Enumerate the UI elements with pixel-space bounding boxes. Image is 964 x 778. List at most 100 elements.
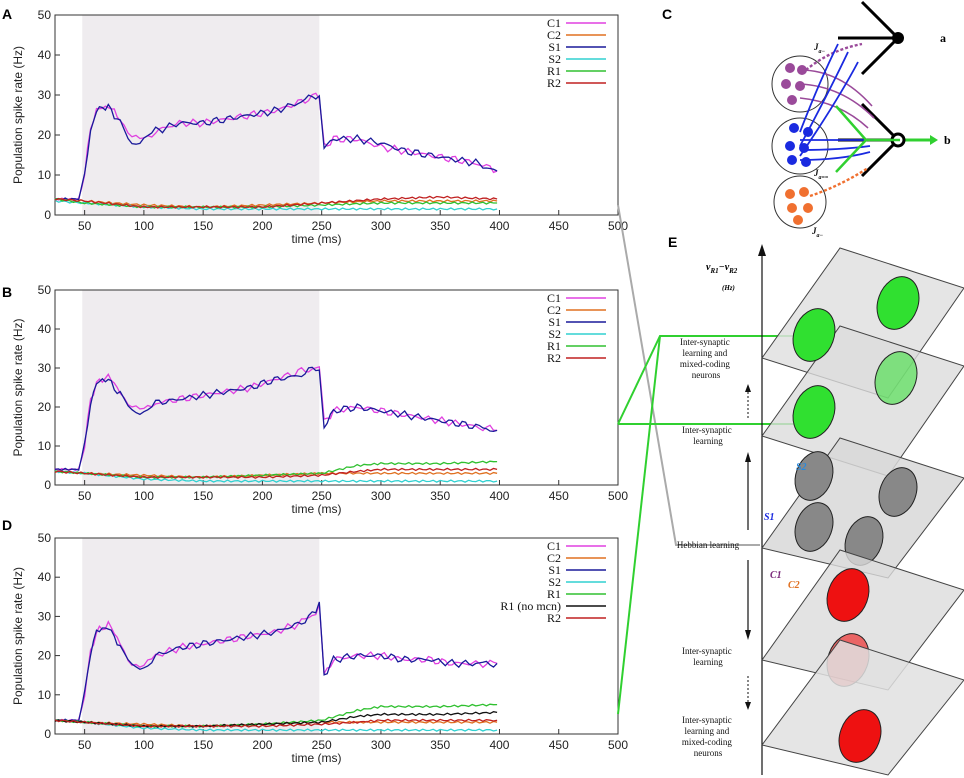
neuron-purple (785, 63, 795, 73)
dotted-arrow-down-head (745, 702, 751, 710)
label-b: b (944, 133, 951, 147)
planes-diagram: vR1−vR2 (Hz) S2 S1 C1 C2 Inter-synaptic … (677, 244, 964, 776)
series-line-s1 (54, 366, 498, 472)
legend-label-r2: R2 (547, 611, 561, 625)
legend-label-r2: R2 (547, 351, 561, 365)
x-axis-label: time (ms) (292, 232, 342, 246)
ellipse-gray (794, 451, 834, 501)
population-purple (771, 55, 829, 113)
vertical-axis-arrow (758, 244, 766, 256)
series-line-r1-no-mcn (54, 711, 498, 728)
y-tick-label: 0 (44, 478, 51, 492)
dendrite-a2 (860, 0, 900, 40)
x-tick-label: 50 (78, 738, 92, 752)
x-tick-label: 300 (371, 738, 391, 752)
x-tick-label: 500 (608, 219, 628, 233)
legend-label-c2: C2 (547, 28, 561, 42)
arrow-down-head (745, 630, 751, 640)
x-tick-label: 200 (252, 489, 272, 503)
plot-frame (54, 14, 619, 216)
j-label-3: Ja− (811, 226, 824, 239)
y-tick-label: 50 (38, 8, 52, 22)
legend-label-s2: S2 (548, 575, 561, 589)
neuron-orange (785, 189, 795, 199)
blue-projection (799, 43, 839, 133)
label-hebbian: Hebbian learning (677, 540, 740, 550)
x-tick-label: 250 (312, 489, 332, 503)
neuron-orange (793, 215, 803, 225)
legend-label-r2: R2 (547, 76, 561, 90)
axis-unit: (Hz) (722, 284, 735, 292)
dotted-arrow-up-head (745, 384, 751, 392)
y-tick-label: 10 (38, 168, 52, 182)
series-line-s1 (54, 601, 498, 722)
neuron-blue (801, 157, 811, 167)
x-tick-label: 500 (608, 738, 628, 752)
panel-letter-a: A (2, 6, 12, 22)
y-tick-label: 30 (38, 609, 52, 623)
y-tick-label: 10 (38, 439, 52, 453)
arrow-up-head (745, 452, 751, 462)
legend-label-c1: C1 (547, 16, 561, 30)
y-tick-label: 30 (38, 88, 52, 102)
axis-label: vR1−vR2 (706, 262, 738, 275)
y-tick-label: 50 (38, 283, 52, 297)
arrowhead-b (930, 135, 938, 145)
ellipse-green-faded (874, 351, 918, 405)
panel-letter-d: D (2, 517, 12, 533)
x-tick-label: 400 (489, 738, 509, 752)
x-tick-label: 400 (489, 219, 509, 233)
legend-label-r1: R1 (547, 339, 561, 353)
label-a: a (940, 31, 946, 45)
panel-letter-e: E (668, 234, 677, 250)
x-tick-label: 200 (252, 219, 272, 233)
ellipse-green (876, 276, 920, 330)
neuron-blue (785, 141, 795, 151)
blue-projection (799, 61, 859, 157)
network-diagram: a b (771, 0, 951, 239)
ellipse-green (792, 385, 836, 439)
label-inter-bottom: Inter-synaptic learning (682, 646, 734, 667)
y-axis-label: Population spike rate (Hz) (11, 567, 25, 705)
neuron-purple (787, 95, 797, 105)
population-orange (773, 175, 827, 229)
x-axis-label: time (ms) (292, 751, 342, 765)
x-tick-label: 150 (193, 489, 213, 503)
plane-label-c2: C2 (788, 580, 800, 591)
y-tick-label: 0 (44, 208, 51, 222)
x-tick-label: 300 (371, 489, 391, 503)
y-tick-label: 20 (38, 128, 52, 142)
neuron-blue (787, 155, 797, 165)
neuron-orange (799, 187, 809, 197)
purple-projection (799, 83, 875, 119)
neuron-purple (781, 79, 791, 89)
chart-panel-a: 0 10 20 30 40 50 50 100 150 200 250 300 350 400 450 500… (11, 8, 628, 246)
ellipse-red (838, 709, 882, 763)
legend-label-r1-no-mcn: R1 (no mcn) (500, 599, 561, 613)
legend-label-c1: C1 (547, 539, 561, 553)
neuron-blue (799, 143, 809, 153)
stimulus-shade (82, 15, 320, 215)
panel-letter-c: C (662, 6, 672, 22)
x-axis-label: time (ms) (292, 502, 342, 516)
legend-label-c1: C1 (547, 291, 561, 305)
connector-line-green-bottom (617, 335, 661, 715)
ellipse-gray (794, 502, 834, 552)
y-tick-label: 40 (38, 48, 52, 62)
stimulus-shade (82, 538, 320, 734)
plane-label-c1: C1 (770, 570, 782, 581)
neuron-purple (795, 81, 805, 91)
legend-label-s1: S1 (548, 315, 561, 329)
series-line-c1 (54, 92, 498, 201)
series-line-r2 (54, 467, 498, 479)
legend-label-c2: C2 (547, 551, 561, 565)
legend-label-r1: R1 (547, 587, 561, 601)
plot-frame (54, 537, 619, 735)
legend-label-r1: R1 (547, 64, 561, 78)
dendrite-b2 (860, 102, 900, 142)
x-tick-label: 250 (312, 219, 332, 233)
chart-panel-b: 0 10 20 30 40 50 50 100 150 200 250 300 350 400 450 500… (11, 283, 628, 516)
x-tick-label: 400 (489, 489, 509, 503)
x-tick-label: 100 (134, 219, 154, 233)
